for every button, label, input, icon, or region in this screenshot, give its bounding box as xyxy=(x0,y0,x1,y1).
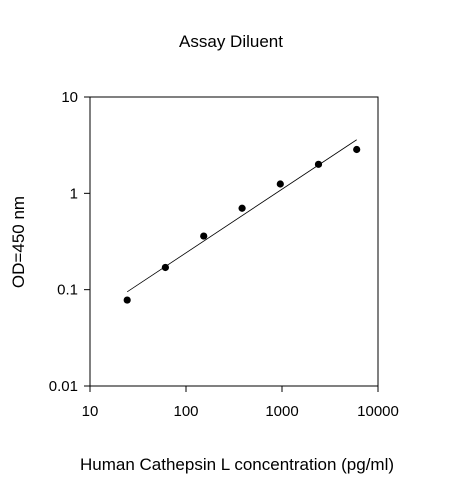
fit-line xyxy=(126,139,357,293)
y-axis-label: OD=450 nm xyxy=(9,196,28,288)
x-axis-label: Human Cathepsin L concentration (pg/ml) xyxy=(80,455,394,474)
data-point xyxy=(276,180,284,188)
y-tick-label: 0.01 xyxy=(49,378,78,395)
x-tick-label: 1000 xyxy=(265,403,298,420)
x-tick-label: 10000 xyxy=(357,403,399,420)
data-point xyxy=(353,145,361,154)
y-tick-label: 10 xyxy=(61,89,78,106)
x-tick-label: 10 xyxy=(82,403,99,420)
x-tick-label: 100 xyxy=(173,403,198,420)
data-point xyxy=(314,160,323,168)
plot-frame xyxy=(89,96,379,387)
data-points xyxy=(123,145,361,304)
chart-title: Assay Diluent xyxy=(179,32,283,51)
data-point xyxy=(238,204,246,212)
y-tick-label: 0.1 xyxy=(57,282,78,299)
data-point xyxy=(123,296,131,304)
x-axis-ticks: 10 100 1000 10000 xyxy=(82,386,399,420)
y-axis-ticks: 0.01 0.1 1 10 xyxy=(49,89,90,395)
y-tick-label: 1 xyxy=(70,185,78,202)
data-point xyxy=(161,263,169,272)
data-point xyxy=(200,232,208,240)
